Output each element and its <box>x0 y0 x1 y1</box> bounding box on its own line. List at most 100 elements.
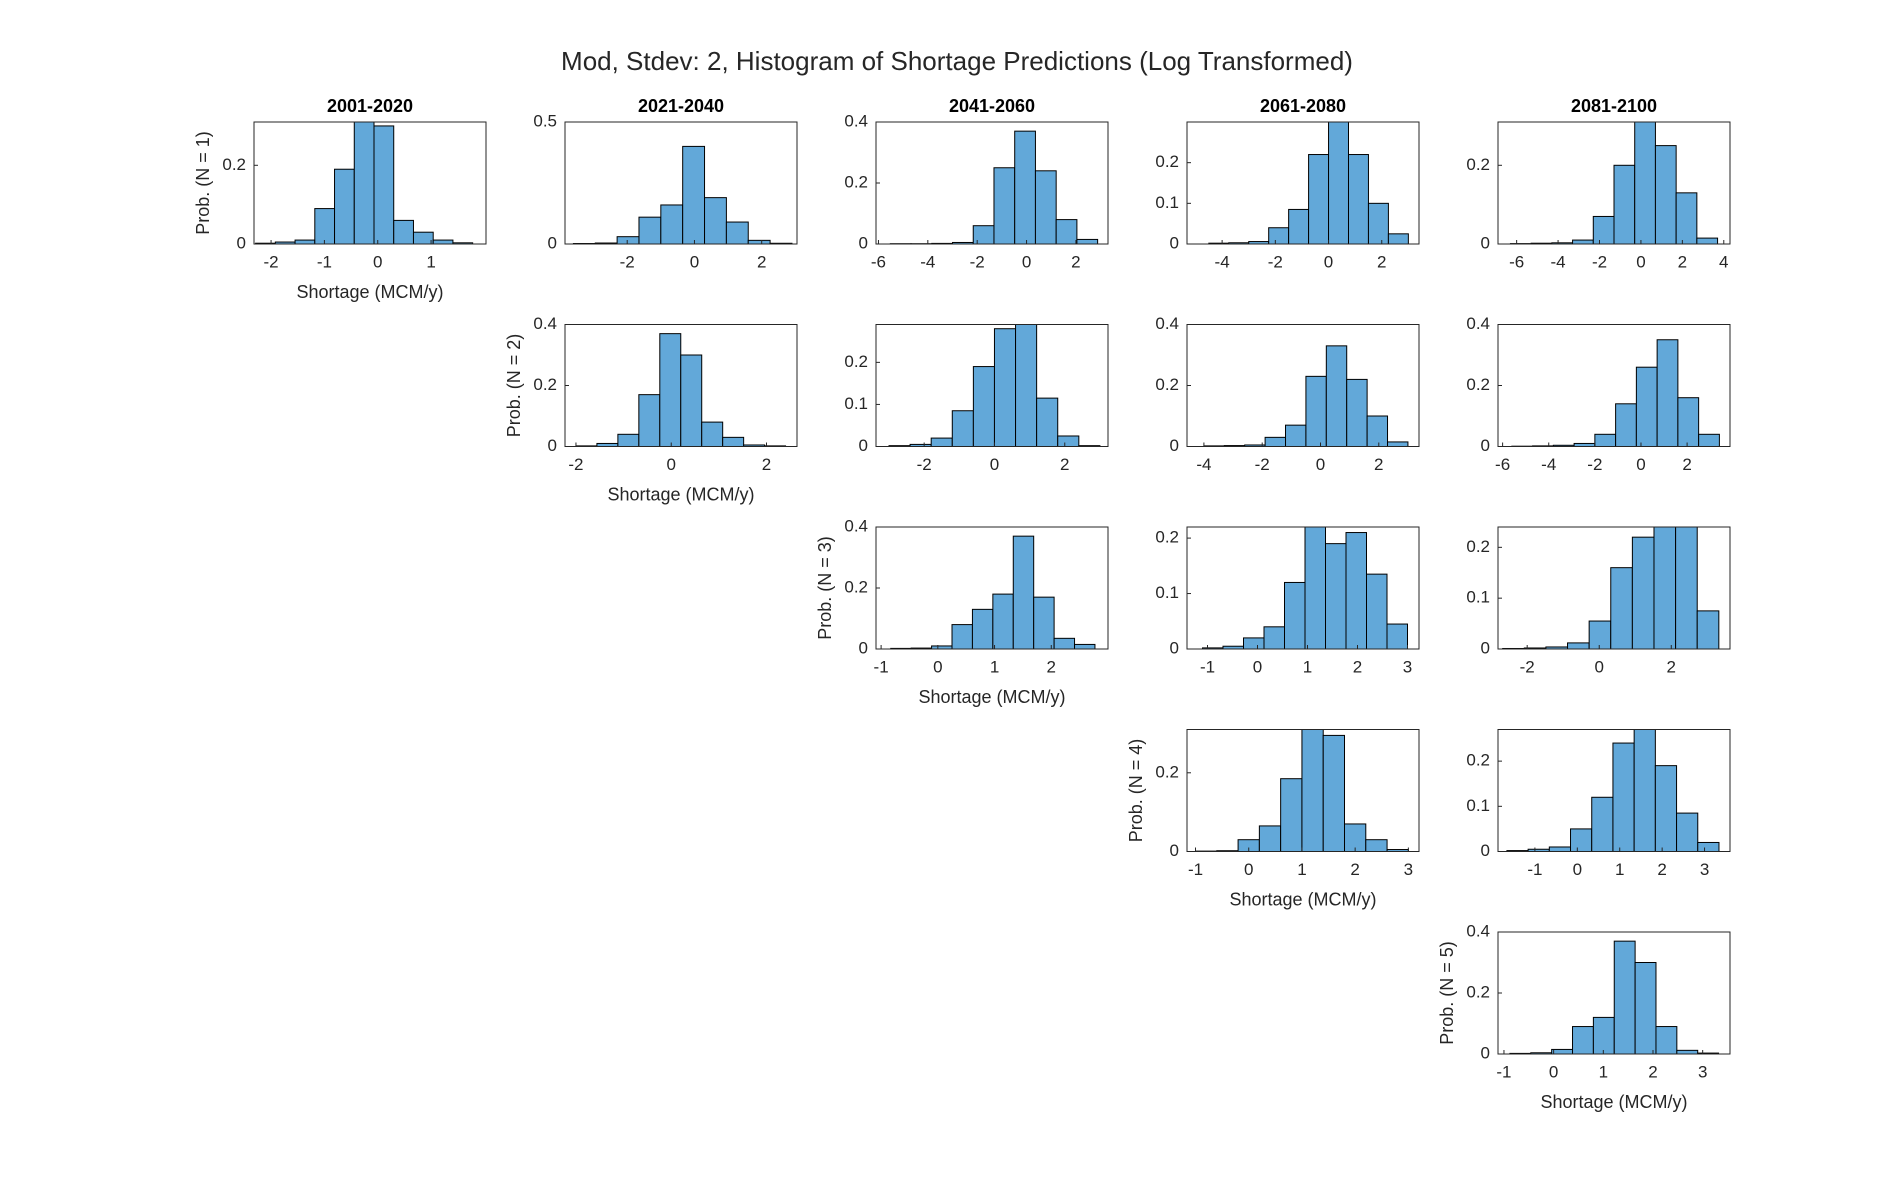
axes-box <box>875 526 1109 650</box>
y-tick-label: 0.2 <box>1155 375 1179 394</box>
bar <box>1366 573 1388 650</box>
subplot-title: 2061-2080 <box>1260 96 1346 116</box>
bar <box>1676 812 1699 852</box>
axes-box <box>253 121 487 245</box>
x-tick-label: 2 <box>1657 860 1666 879</box>
bar <box>1288 208 1310 245</box>
y-tick-label: 0.2 <box>1466 537 1490 556</box>
bar <box>1304 526 1326 650</box>
bar <box>1308 154 1330 245</box>
axes-box <box>875 324 1109 447</box>
bar <box>1613 940 1636 1055</box>
y-tick-label: 0 <box>1170 638 1179 657</box>
bar <box>1567 642 1590 650</box>
bar <box>747 239 771 245</box>
axes-box <box>564 324 798 447</box>
bar <box>1055 219 1078 245</box>
bar <box>704 197 727 245</box>
bar <box>992 593 1014 650</box>
bar <box>1676 1049 1699 1055</box>
x-tick-label: 0 <box>1594 657 1603 676</box>
bar <box>1551 1048 1574 1055</box>
x-tick-label: 2 <box>762 455 771 474</box>
axes-box <box>1497 121 1731 245</box>
x-tick-label: -2 <box>1592 252 1607 271</box>
y-tick-label: 0 <box>859 436 868 455</box>
bar <box>1258 825 1282 853</box>
y-tick-label: 0.2 <box>1155 152 1179 171</box>
x-tick-label: 1 <box>990 657 999 676</box>
bar <box>1034 170 1057 245</box>
axes-box <box>1497 324 1731 447</box>
bar <box>682 145 706 245</box>
x-tick-label: 0 <box>690 252 699 271</box>
bar <box>993 328 1017 448</box>
y-tick-label: 0.2 <box>1466 375 1490 394</box>
y-tick-label: 0.2 <box>222 155 246 174</box>
bar <box>1325 345 1348 448</box>
bar <box>951 624 973 650</box>
y-tick-label: 0 <box>1481 233 1490 252</box>
bar <box>1057 435 1080 447</box>
axes-box <box>1497 526 1731 650</box>
x-tick-label: -4 <box>1196 455 1211 474</box>
x-tick-label: 0 <box>1573 860 1582 879</box>
x-tick-label: -2 <box>620 252 635 271</box>
bar <box>1344 823 1367 852</box>
bar <box>432 239 454 245</box>
y-axis-label: Prob. (N = 2) <box>504 334 524 438</box>
y-tick-label: 0.4 <box>1466 921 1490 940</box>
bar <box>1588 620 1612 650</box>
bar <box>638 216 662 245</box>
y-tick-label: 0.1 <box>1466 796 1490 815</box>
x-axis-label: Shortage (MCM/y) <box>918 687 1065 707</box>
y-tick-label: 0.2 <box>1466 982 1490 1001</box>
y-tick-label: 0.4 <box>533 314 557 333</box>
x-tick-label: 0 <box>373 252 382 271</box>
x-tick-label: 4 <box>1719 252 1728 271</box>
y-tick-label: 0.4 <box>844 111 868 130</box>
y-tick-label: 0.2 <box>533 375 557 394</box>
bar <box>1263 626 1285 650</box>
bar <box>660 204 684 245</box>
bar <box>1076 238 1099 245</box>
bar <box>1285 424 1307 447</box>
bar <box>1656 339 1679 447</box>
y-tick-label: 0 <box>237 233 246 252</box>
y-tick-label: 0.1 <box>1155 193 1179 212</box>
bar <box>1675 526 1698 650</box>
x-tick-label: -1 <box>317 252 332 271</box>
axes-box <box>1186 526 1420 650</box>
bar <box>1610 567 1633 650</box>
x-axis-label: Shortage (MCM/y) <box>607 484 754 504</box>
x-tick-label: -2 <box>568 455 583 474</box>
x-tick-label: -2 <box>1587 455 1602 474</box>
y-axis-label: Prob. (N = 4) <box>1126 739 1146 843</box>
y-tick-label: 0 <box>1170 436 1179 455</box>
bar <box>1634 962 1657 1055</box>
x-tick-label: 0 <box>1636 252 1645 271</box>
x-tick-label: 0 <box>1253 657 1262 676</box>
bar <box>930 437 953 448</box>
y-tick-label: 0.4 <box>1466 314 1490 333</box>
x-tick-label: 2 <box>1678 252 1687 271</box>
x-tick-label: -1 <box>1496 1062 1511 1081</box>
x-tick-label: 2 <box>1071 252 1080 271</box>
bar <box>1268 227 1290 245</box>
y-tick-label: 0 <box>859 638 868 657</box>
bar <box>334 168 355 245</box>
bar <box>1301 729 1324 852</box>
axes-box <box>1186 121 1420 245</box>
bar <box>1634 121 1656 245</box>
bar <box>1305 375 1327 448</box>
bar <box>1366 415 1389 447</box>
x-tick-label: 0 <box>1636 455 1645 474</box>
bar <box>680 354 703 447</box>
x-tick-label: 0 <box>1316 455 1325 474</box>
subplot-title: 2081-2100 <box>1571 96 1657 116</box>
bar <box>1014 130 1036 245</box>
bar <box>1591 796 1614 852</box>
bar <box>1365 839 1388 852</box>
